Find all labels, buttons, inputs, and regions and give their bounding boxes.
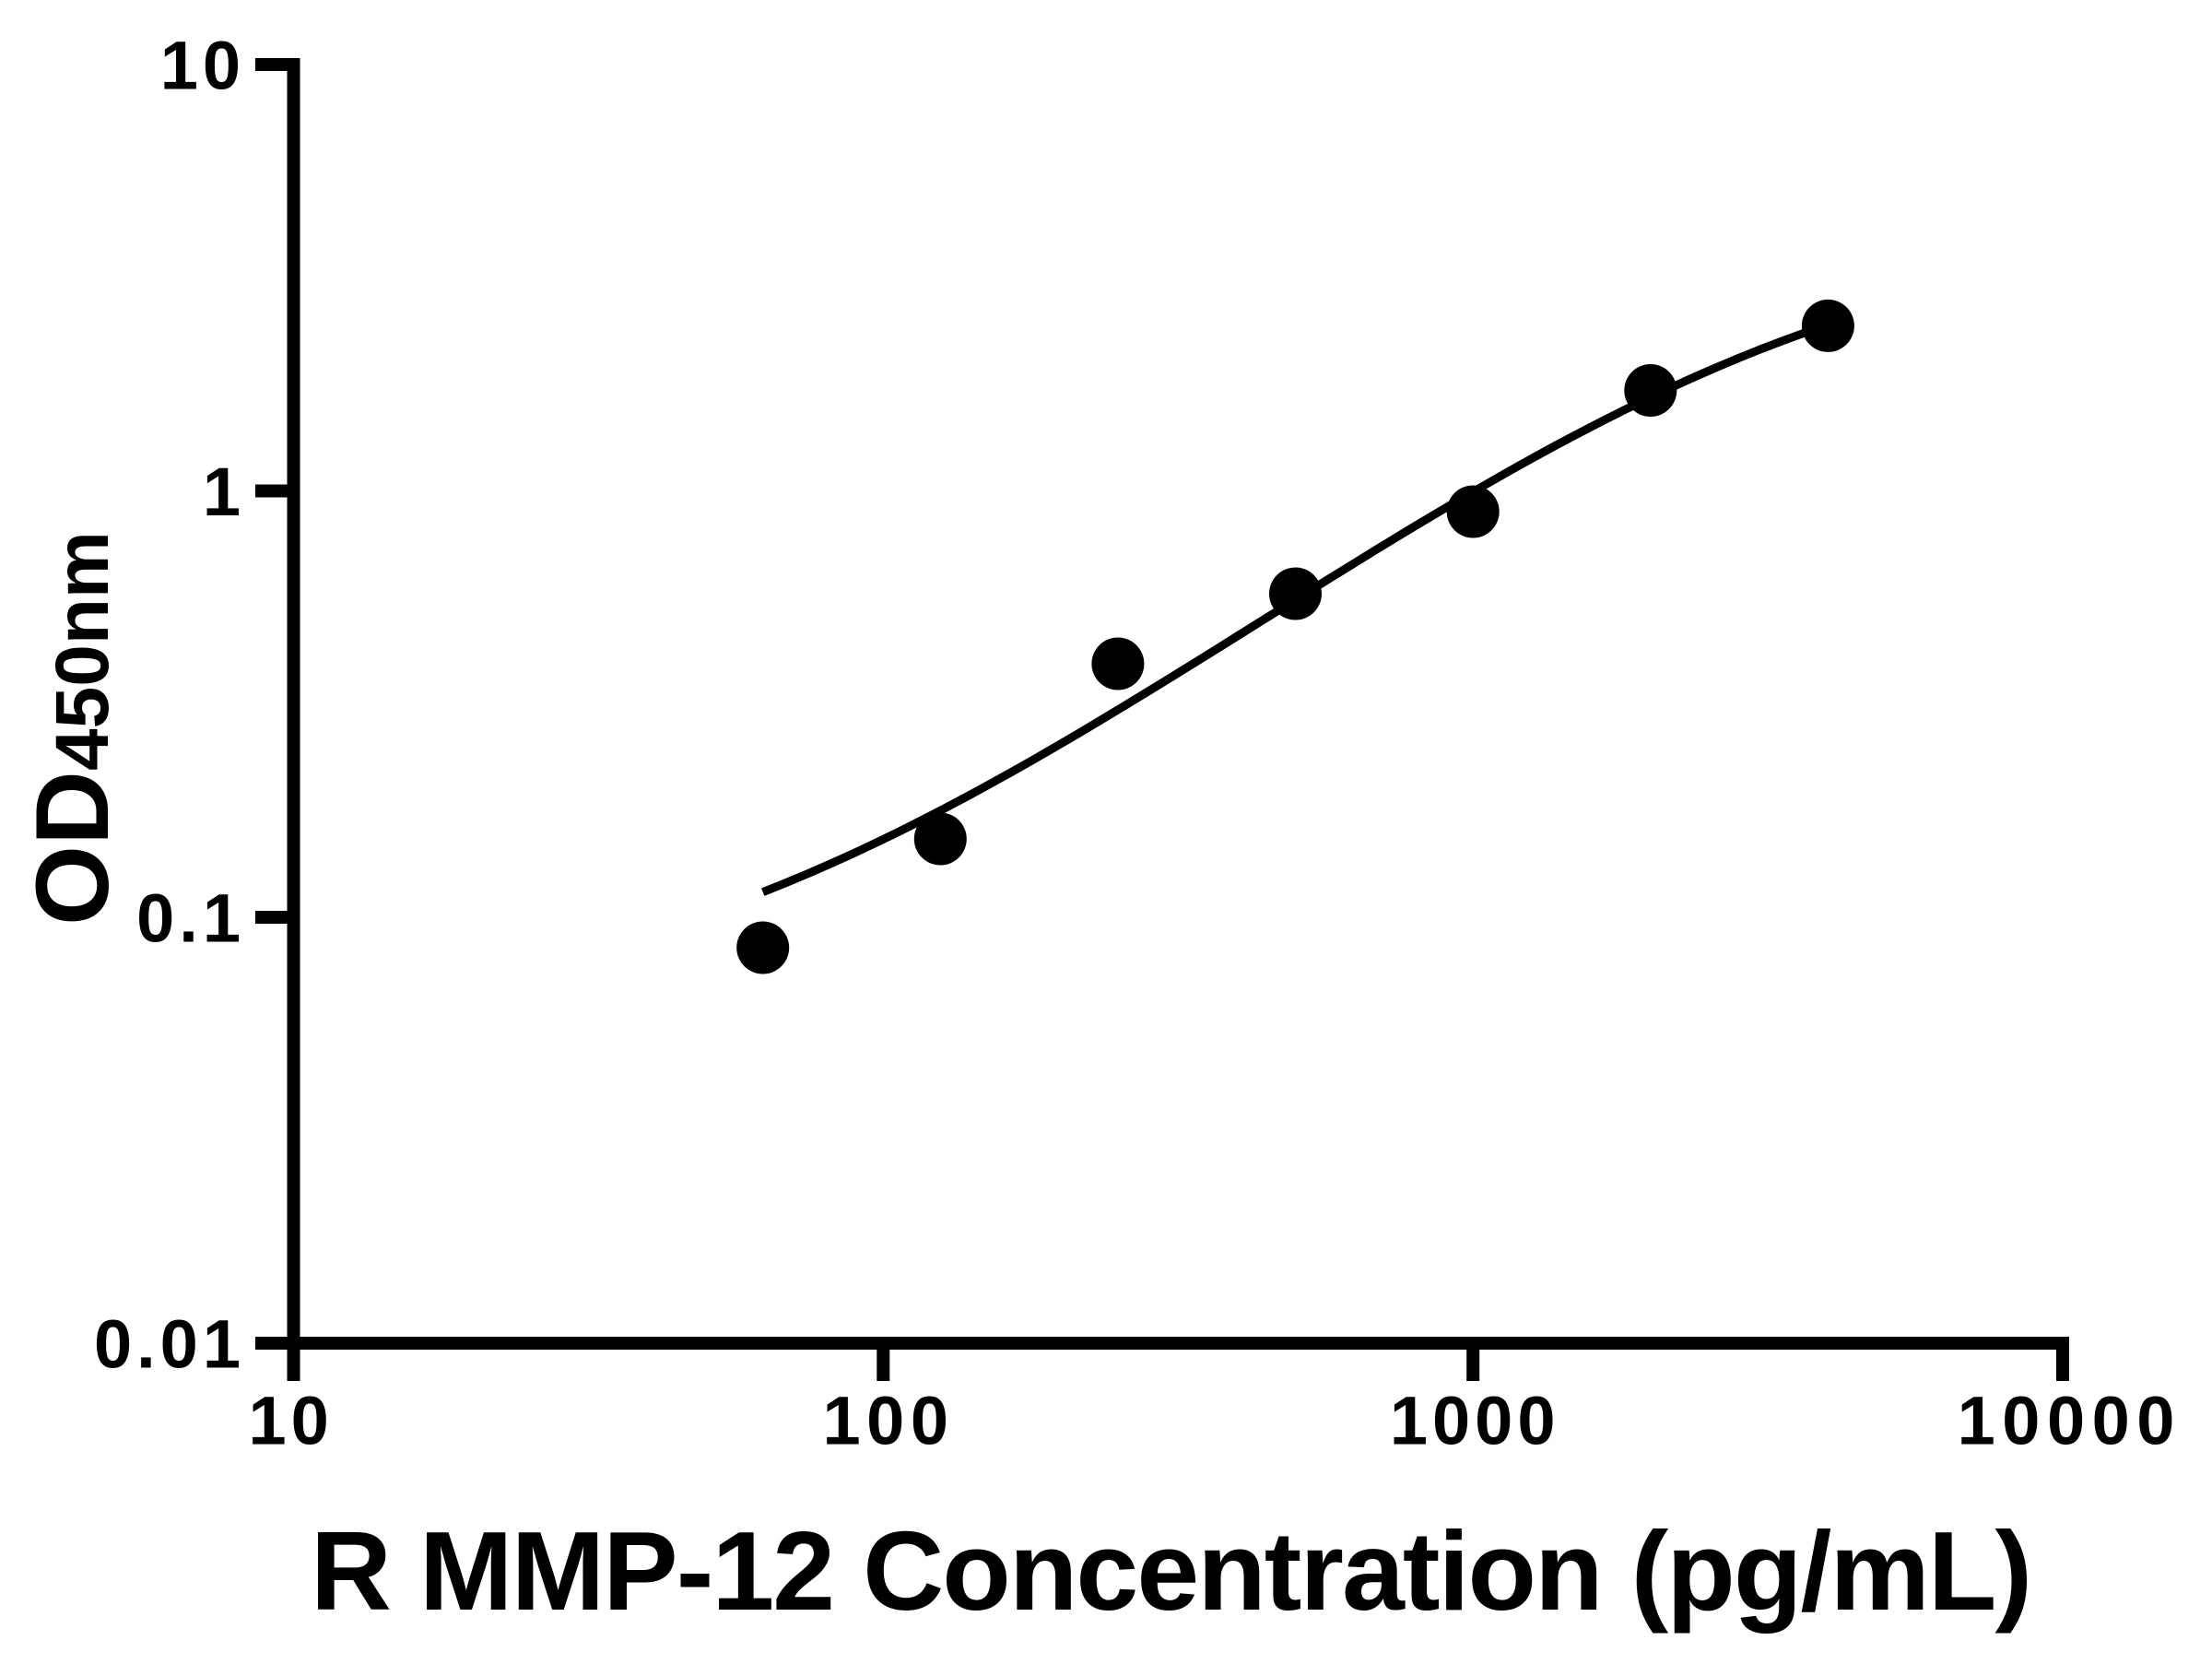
svg-text:1000: 1000	[1390, 1383, 1560, 1459]
svg-text:0.01: 0.01	[94, 1306, 245, 1383]
svg-text:1: 1	[203, 454, 245, 530]
svg-text:10: 10	[248, 1383, 333, 1459]
svg-text:0.1: 0.1	[136, 880, 245, 957]
svg-text:100: 100	[823, 1383, 955, 1459]
svg-text:10000: 10000	[1958, 1383, 2182, 1459]
svg-text:R MMP-12 Concentration (pg/mL): R MMP-12 Concentration (pg/mL)	[311, 1508, 2030, 1634]
svg-text:10: 10	[160, 28, 245, 104]
